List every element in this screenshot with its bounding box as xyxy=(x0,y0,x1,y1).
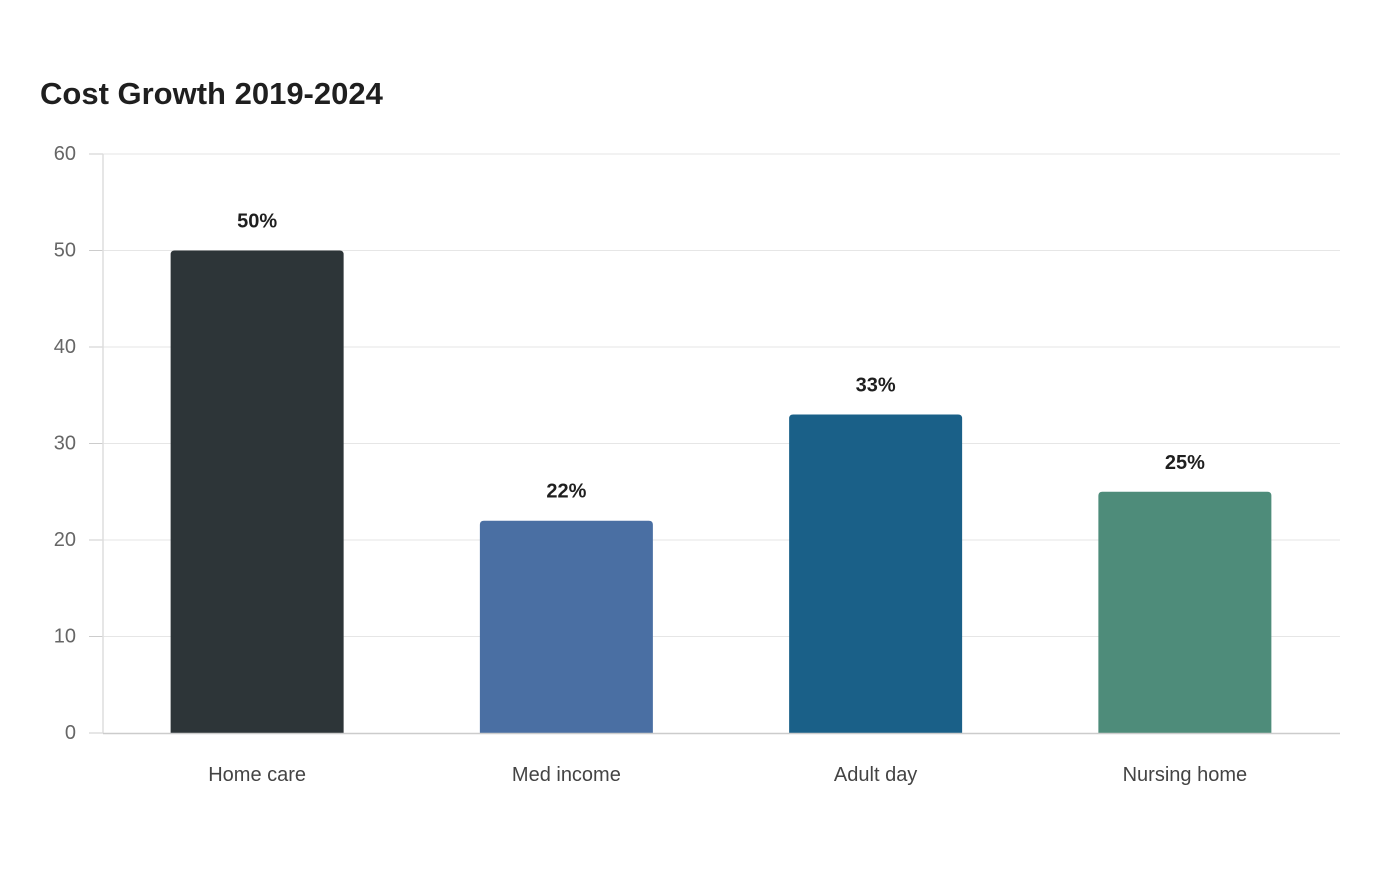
x-category-label: Med income xyxy=(512,764,621,786)
data-label: 33% xyxy=(856,375,896,397)
y-tick-label: 10 xyxy=(54,626,76,648)
bars xyxy=(170,250,1272,733)
y-tick-label: 20 xyxy=(54,529,76,551)
x-category-label: Adult day xyxy=(834,764,917,786)
bar-nursing-home xyxy=(1098,491,1272,733)
chart-title: Cost Growth 2019-2024 xyxy=(40,76,383,111)
bar-adult-day xyxy=(789,414,963,733)
labels: 0 10 20 30 40 50 60 50% Home care 22% Med income 33… xyxy=(54,143,1247,786)
y-tick-label: 60 xyxy=(54,143,76,165)
axes xyxy=(89,153,1340,735)
y-tick-label: 0 xyxy=(65,722,76,744)
data-label: 22% xyxy=(546,481,586,503)
data-label: 50% xyxy=(237,211,277,233)
x-category-label: Nursing home xyxy=(1123,764,1248,786)
y-tick-label: 50 xyxy=(54,240,76,262)
y-tick-label: 30 xyxy=(54,433,76,455)
data-label: 25% xyxy=(1165,452,1205,474)
bar-med-income xyxy=(479,520,653,733)
y-tick-label: 40 xyxy=(54,336,76,358)
x-category-label: Home care xyxy=(208,764,306,786)
bar-home-care xyxy=(170,250,344,733)
